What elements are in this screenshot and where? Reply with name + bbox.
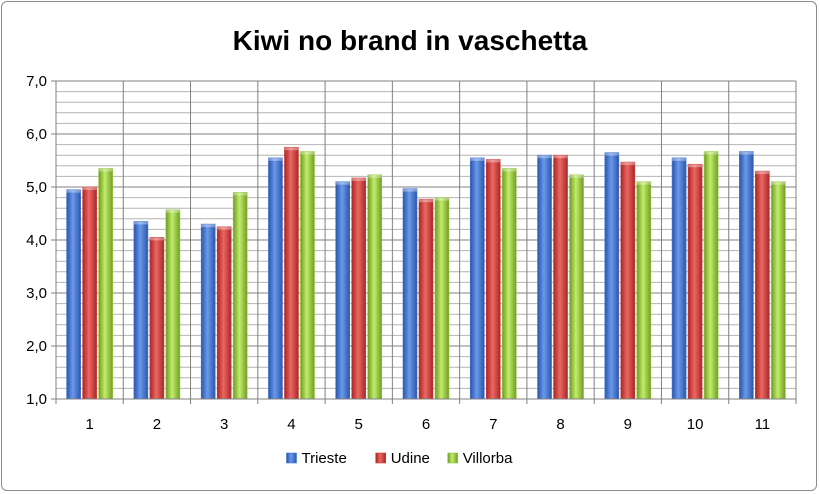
bar-top-highlight [739,151,754,155]
bar-villorba-11 [771,181,786,400]
bar-villorba-9 [636,181,652,400]
y-tick-label: 6,0 [26,126,47,143]
bar-top-highlight [233,192,248,196]
bar-top-highlight [217,226,232,230]
bar-top-highlight [553,155,568,159]
bar-udine-7 [485,159,501,400]
bar-top-highlight [149,237,164,241]
bar-top-highlight [604,152,619,156]
bar-udine-10 [687,163,703,400]
bar-villorba-5 [367,174,383,400]
x-tick-label: 11 [755,416,771,433]
chart-title: Kiwi no brand in vaschetta [233,25,588,56]
bar-top-highlight [755,171,770,175]
bar-top-highlight [486,159,501,163]
y-tick-label: 4,0 [26,232,47,249]
bar-top-highlight [502,168,517,172]
legend-swatch-villorba [447,452,459,464]
bar-villorba-10 [703,151,719,400]
bar-villorba-2 [165,209,181,400]
bar-trieste-5 [335,181,351,400]
x-tick-label: 3 [220,416,228,433]
legend: Trieste Udine Villorba [286,450,513,467]
bar-top-highlight [98,168,113,172]
legend-swatch-trieste [286,452,297,464]
bar-top-highlight [403,188,417,192]
y-tick-label: 3,0 [26,285,47,302]
legend-swatch-udine [375,452,387,464]
x-tick-label: 9 [624,416,632,433]
bar-udine-3 [216,226,232,400]
x-tick-label: 10 [687,416,704,433]
bar-top-highlight [268,157,283,161]
bar-udine-4 [284,146,299,400]
bar-villorba-6 [434,197,450,400]
bar-top-highlight [704,151,719,155]
bar-top-highlight [367,174,382,178]
bar-trieste-9 [604,152,620,400]
bar-udine-11 [755,170,770,400]
bar-top-highlight [351,177,366,181]
bar-villorba-8 [569,174,584,400]
bar-trieste-6 [402,188,418,400]
bar-top-highlight [165,209,180,213]
bar-top-highlight [201,224,216,228]
y-tick-label: 2,0 [26,338,47,355]
bar-top-highlight [133,221,148,225]
legend-label-villorba: Villorba [463,450,513,467]
bars [66,146,786,400]
bar-top-highlight [771,181,786,185]
y-tick-label: 7,0 [26,73,47,90]
bar-top-highlight [82,187,97,190]
bar-trieste-1 [66,189,81,400]
x-tick-label: 5 [355,416,363,433]
x-tick-label: 7 [489,416,497,433]
bar-top-highlight [672,157,687,161]
bar-trieste-8 [537,154,552,400]
bar-udine-6 [418,198,434,400]
bar-top-highlight [66,189,81,193]
bar-top-highlight [284,147,299,151]
bar-villorba-7 [501,168,517,400]
legend-label-trieste: Trieste [302,450,347,467]
x-tick-label: 8 [556,416,564,433]
bar-trieste-10 [671,157,687,400]
bar-top-highlight [537,155,552,159]
bar-trieste-11 [739,151,754,400]
bar-udine-1 [82,186,97,400]
x-tick-label: 4 [287,416,295,433]
y-tick-label: 5,0 [26,179,47,196]
x-tick-label: 6 [422,416,430,433]
bar-top-highlight [636,181,651,185]
bar-top-highlight [569,174,584,178]
x-tick-label: 2 [153,416,161,433]
bar-villorba-4 [300,151,315,400]
bar-top-highlight [335,181,350,185]
axes: 1,0 2,0 3,0 4,0 5,0 6,0 7,0 1 2 3 4 5 6 7 8 9 10 11 [26,73,796,433]
y-tick-label: 1,0 [26,391,47,408]
bar-top-highlight [470,157,485,161]
bar-udine-8 [553,154,568,400]
bar-top-highlight [435,197,449,201]
bar-trieste-3 [200,223,216,400]
bar-top-highlight [300,151,315,155]
bar-udine-5 [351,177,367,400]
bar-top-highlight [620,162,635,166]
legend-label-udine: Udine [391,450,430,467]
bar-trieste-2 [133,221,149,400]
x-tick-label: 1 [85,416,93,433]
bar-udine-2 [149,237,165,400]
bar-trieste-7 [469,157,485,400]
bar-villorba-1 [98,168,113,400]
bar-villorba-3 [232,192,248,400]
bar-udine-9 [620,161,636,400]
bar-top-highlight [419,199,433,203]
bar-top-highlight [688,164,703,168]
bar-trieste-4 [268,157,283,400]
